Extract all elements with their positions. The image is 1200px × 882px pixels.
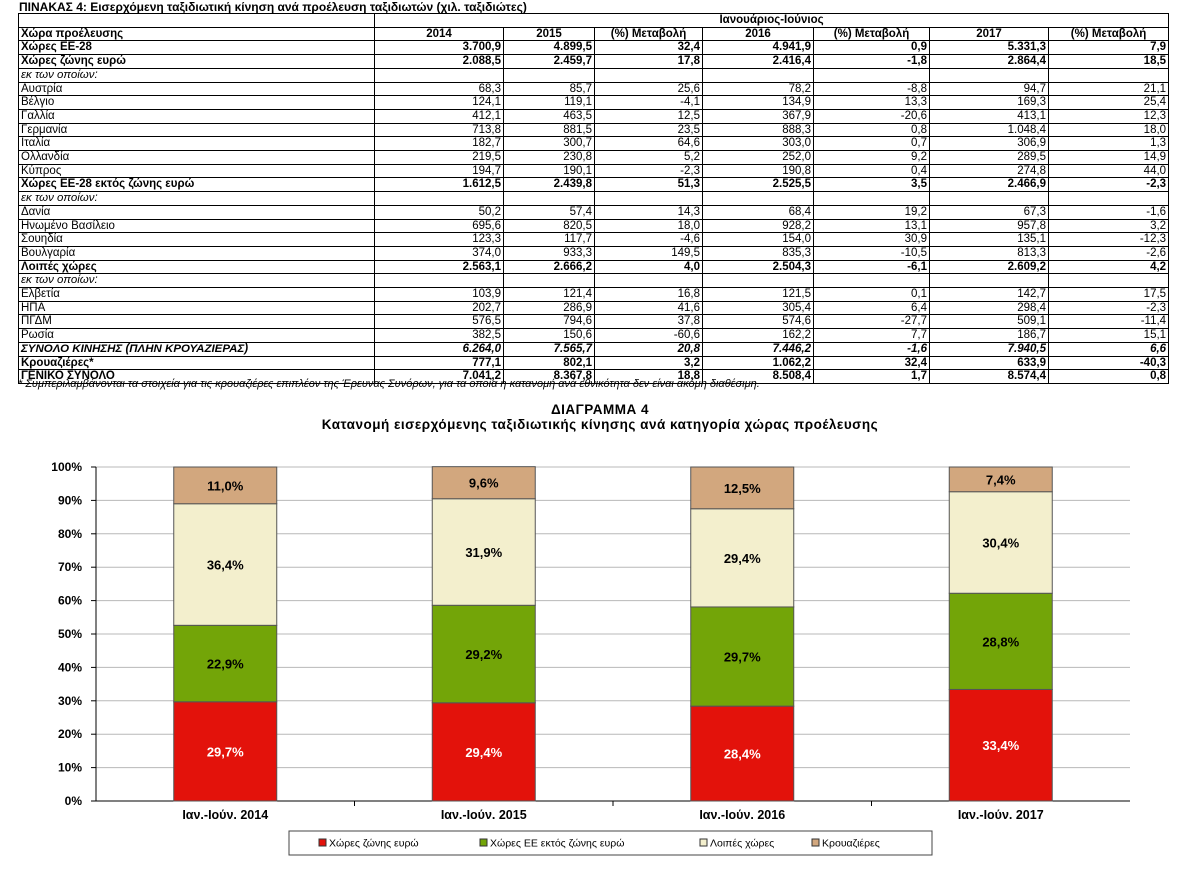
legend-label: Λοιπές χώρες xyxy=(710,838,774,850)
data-label: 22,9% xyxy=(207,657,244,672)
data-label: 33,4% xyxy=(982,738,1019,753)
chart-subtitle: Κατανομή εισερχόμενης ταξιδιωτικής κίνησ… xyxy=(321,417,879,432)
table-cell: 0,8 xyxy=(1047,369,1170,384)
y-tick-label: 30% xyxy=(58,694,82,708)
y-tick-label: 40% xyxy=(58,660,82,674)
bar-segment xyxy=(690,606,795,707)
table-row: ΓΕΝΙΚΟ ΣΥΝΟΛΟ 7.041,2 8.367,8 18,8 8.508,4 1,… xyxy=(18,369,1170,384)
data-label: 36,4% xyxy=(207,558,244,573)
bar-segment xyxy=(948,592,1053,690)
table-row: Χώρες ΕΕ-28 εκτός ζώνης ευρώ 1.612,5 2.439… xyxy=(18,177,1170,193)
footnote: * Συμπεριλαμβάνονται τα στοιχεία για τις… xyxy=(18,378,760,390)
table-row: Ηνωμένο Βασίλειο 695,6 820,5 18,0 928,2 13,1 9… xyxy=(18,218,1170,234)
table-row: εκ των οποίων: xyxy=(18,67,1170,83)
column-header-row: Χώρα προέλευσης 2014 2015 (%) Μεταβολή 2016(… xyxy=(18,26,1170,42)
bar-segment xyxy=(173,624,278,703)
table-body: Χώρες ΕΕ-28 3.700,9 4.899,5 32,4 4.941,9 0,9 5… xyxy=(18,40,1170,384)
legend-swatch xyxy=(479,838,488,847)
table-cell: 8.367,8 xyxy=(503,369,595,384)
bar-segment xyxy=(948,466,1053,493)
bar-segment xyxy=(690,508,795,608)
bar-segment xyxy=(431,466,536,500)
y-tick-label: 20% xyxy=(58,727,82,741)
bar-segment xyxy=(431,604,536,704)
table-row: Δανία 50,2 57,4 14,3 68,4 19,2 67,3 -1,6 xyxy=(18,204,1170,220)
table-row: Ιταλία 182,7 300,7 64,6 303,0 0,7 306,9 1,3 xyxy=(18,136,1170,152)
data-label: 28,4% xyxy=(724,747,761,762)
legend-box xyxy=(288,830,933,856)
y-tick-label: 80% xyxy=(58,527,82,541)
legend-label: Χώρες ΕΕ εκτός ζώνης ευρώ xyxy=(490,838,624,850)
x-tick-label: Ιαν.-Ιούν. 2014 xyxy=(182,808,268,822)
data-label: 12,5% xyxy=(724,481,761,496)
data-label: 29,7% xyxy=(207,744,244,759)
data-label: 11,0% xyxy=(207,478,244,493)
legend-swatch xyxy=(811,838,820,847)
y-tick-label: 100% xyxy=(51,460,82,474)
table-cell: 44,0 xyxy=(1047,163,1170,179)
data-label: 9,6% xyxy=(469,476,499,491)
table-row: Βέλγιο 124,1 119,1 -4,1 134,9 13,3 169,3 25,4 xyxy=(18,95,1170,110)
table-row: εκ των οποίων: xyxy=(18,273,1170,289)
bar-segment xyxy=(173,503,278,626)
data-label: 29,4% xyxy=(724,551,761,566)
data-label: 7,4% xyxy=(986,472,1016,487)
chart-title-block: ΔΙΑΓΡΑΜΜΑ 4 Κατανομή εισερχόμενης ταξιδι… xyxy=(170,402,1030,432)
table-row: εκ των οποίων: xyxy=(18,191,1170,206)
table-title: ΠΙΝΑΚΑΣ 4: Εισερχόμενη ταξιδιωτική κίνησ… xyxy=(19,0,527,14)
bar-segment xyxy=(690,466,795,510)
bar-segment xyxy=(431,702,536,802)
bar-segment xyxy=(173,701,278,802)
data-table: Ιανουάριος-Ιούνιος Χώρα προέλευσης 2014 20… xyxy=(18,13,1170,384)
bar-segment xyxy=(431,498,536,606)
y-tick-label: 50% xyxy=(58,627,82,641)
y-tick-label: 90% xyxy=(58,493,82,507)
table-row: Χώρες ζώνης ευρώ 2.088,5 2.459,7 17,8 2.416,… xyxy=(18,54,1170,69)
legend-swatch xyxy=(699,838,708,847)
chart-title: ΔΙΑΓΡΑΜΜΑ 4 xyxy=(550,402,650,417)
legend-label: Χώρες ζώνης ευρώ xyxy=(329,838,419,850)
y-tick-label: 0% xyxy=(65,794,83,808)
data-label: 29,4% xyxy=(465,745,502,760)
bar-segment xyxy=(948,688,1053,802)
x-tick-label: Ιαν.-Ιούν. 2015 xyxy=(441,808,527,822)
x-tick-label: Ιαν.-Ιούν. 2017 xyxy=(958,808,1044,822)
table-cell: 18,8 xyxy=(594,369,703,384)
data-label: 31,9% xyxy=(465,545,502,560)
table-row: ΣΥΝΟΛΟ ΚΙΝΗΣΗΣ (ΠΛΗΝ ΚΡΟΥΑΖΙΕΡΑΣ) 6.264,0… xyxy=(18,341,1170,357)
bar-segment xyxy=(690,705,795,802)
data-label: 30,4% xyxy=(982,535,1019,550)
data-label: 28,8% xyxy=(982,634,1019,649)
y-tick-label: 10% xyxy=(58,761,82,775)
table-row: Γαλλία 412,1 463,5 12,5 367,9 -20,6 413,1 12,3 xyxy=(18,108,1170,124)
x-tick-label: Ιαν.-Ιούν. 2016 xyxy=(699,808,785,822)
legend-swatch xyxy=(318,838,327,847)
bar-segment xyxy=(173,466,278,505)
table-row: ΠΓΔΜ 576,5 794,6 37,8 574,6 -27,7 509,1 -11,4 xyxy=(18,314,1170,330)
data-label: 29,7% xyxy=(724,650,761,665)
legend-label: Κρουαζιέρες xyxy=(822,838,880,850)
table-row: ΗΠΑ 202,7 286,9 41,6 305,4 6,4 298,4 -2,3 xyxy=(18,300,1170,316)
bar-segment xyxy=(948,491,1053,594)
y-tick-label: 70% xyxy=(58,560,82,574)
y-tick-label: 60% xyxy=(58,594,82,608)
data-label: 29,2% xyxy=(465,647,502,662)
